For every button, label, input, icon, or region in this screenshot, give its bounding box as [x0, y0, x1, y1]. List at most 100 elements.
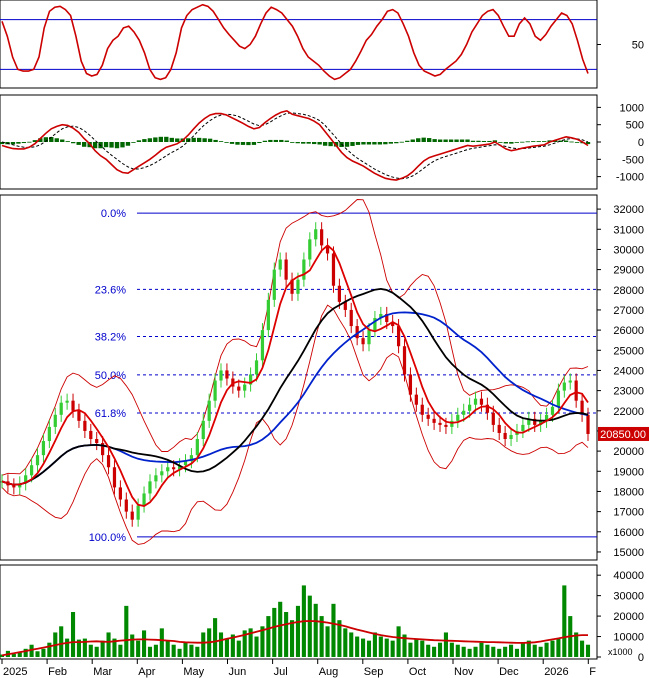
- volume-bar: [0, 654, 5, 657]
- volume-bar: [29, 644, 34, 657]
- candle-body: [408, 374, 413, 395]
- candle-body: [18, 483, 22, 488]
- candle-body: [462, 410, 466, 415]
- candle-body: [118, 487, 122, 500]
- volume-bar: [248, 628, 253, 657]
- candle-body: [325, 245, 330, 254]
- candle-body: [402, 346, 407, 375]
- volume-y-tick-label: 30000: [613, 591, 644, 603]
- volume-bar: [485, 644, 490, 657]
- macd-histogram-bar: [487, 140, 492, 142]
- macd-histogram-bar: [120, 142, 125, 148]
- candle-body: [308, 239, 312, 260]
- candle-body: [391, 322, 395, 327]
- volume-bar: [59, 626, 64, 657]
- candle-body: [260, 330, 265, 361]
- candle-body: [177, 465, 182, 470]
- macd-histogram-bar: [279, 139, 284, 142]
- volume-bar: [100, 640, 105, 657]
- candle-body: [124, 499, 128, 512]
- volume-bar: [130, 634, 135, 657]
- volume-bar: [479, 642, 484, 657]
- volume-panel: 40000 30000 20000 10000 0: [0, 564, 644, 664]
- macd-histogram-bar: [547, 140, 552, 142]
- oscillator-line: [1, 3, 589, 81]
- volume-bar: [112, 638, 117, 657]
- candle-body: [266, 299, 270, 331]
- macd-histogram-bar: [328, 142, 333, 147]
- candle-body: [426, 414, 430, 419]
- price-y-tick-label: 25000: [613, 345, 644, 357]
- candle-body: [41, 441, 46, 456]
- volume-bar: [325, 626, 330, 657]
- last-price-label: 20850.00: [600, 429, 646, 441]
- macd-histogram-bar: [443, 139, 448, 142]
- ma-mid-line: [1, 287, 589, 486]
- volume-bar: [402, 634, 407, 657]
- candle-body: [414, 394, 418, 405]
- volume-bar: [260, 626, 265, 657]
- candle-body: [71, 400, 75, 411]
- macd-histogram-bar: [54, 138, 59, 142]
- macd-y-tick-label: -1000: [616, 172, 644, 184]
- candle-body: [12, 485, 16, 488]
- price-y-tick-label: 19000: [613, 466, 644, 478]
- volume-bar: [503, 646, 508, 657]
- macd-histogram-bar: [191, 137, 196, 142]
- volume-bar: [147, 646, 153, 657]
- candle-body: [473, 398, 478, 405]
- candle-body: [136, 505, 140, 520]
- macd-histogram-bar: [27, 141, 32, 143]
- price-y-tick-label: 30000: [613, 244, 644, 256]
- macd-histogram-bar: [268, 139, 273, 142]
- volume-y-tick-label: 0: [638, 652, 644, 664]
- candle-body: [331, 253, 336, 286]
- volume-bar: [390, 640, 395, 657]
- x-tick-label: Apr: [138, 666, 155, 678]
- volume-bar: [449, 642, 454, 657]
- macd-histogram-bar: [416, 138, 421, 142]
- volume-bar: [41, 648, 46, 657]
- price-frame: [0, 194, 598, 561]
- candle-body: [491, 412, 495, 425]
- x-tick-label: Mar: [93, 666, 112, 678]
- bollinger-lower-band: [1, 304, 589, 545]
- candle-body: [47, 426, 51, 442]
- macd-y-tick-label: -500: [622, 154, 644, 166]
- candle-body: [444, 424, 448, 427]
- volume-bar: [585, 644, 591, 657]
- volume-bar: [266, 616, 271, 657]
- macd-histogram-bar: [585, 142, 591, 145]
- volume-bar: [508, 644, 514, 657]
- macd-histogram-bar: [410, 139, 415, 142]
- volume-bar: [142, 630, 147, 657]
- macd-histogram-bar: [273, 139, 279, 142]
- candle-body: [83, 420, 87, 431]
- candle-body: [503, 432, 507, 440]
- candle-body: [95, 439, 99, 444]
- candle-body: [367, 330, 371, 345]
- macd-histogram-bar: [563, 140, 569, 142]
- macd-histogram-bar: [10, 142, 16, 145]
- fib-level-label: 0.0%: [101, 208, 126, 220]
- volume-bar: [236, 640, 241, 657]
- macd-histogram-bar: [49, 137, 54, 142]
- price-y-tick-label: 16000: [613, 527, 644, 539]
- volume-bar: [520, 642, 525, 657]
- macd-histogram-bar: [503, 142, 509, 144]
- x-tick-label: Feb: [48, 666, 67, 678]
- candle-body: [509, 434, 513, 440]
- fib-level-label: 23.6%: [95, 284, 126, 296]
- volume-bar: [514, 648, 520, 657]
- price-panel: 0.0% 23.6% 38.2% 50.0% 61.8% 100.0% 32000 31000…: [0, 194, 649, 561]
- macd-histogram-bar: [32, 140, 38, 142]
- macd-histogram-bar: [459, 139, 465, 142]
- candle-body: [254, 360, 259, 375]
- macd-histogram-bar: [235, 142, 240, 145]
- macd-histogram-bar: [322, 142, 328, 146]
- volume-bar: [526, 640, 531, 657]
- volume-bar: [378, 636, 383, 657]
- macd-histogram-bar: [481, 140, 487, 142]
- candle-body: [432, 418, 436, 423]
